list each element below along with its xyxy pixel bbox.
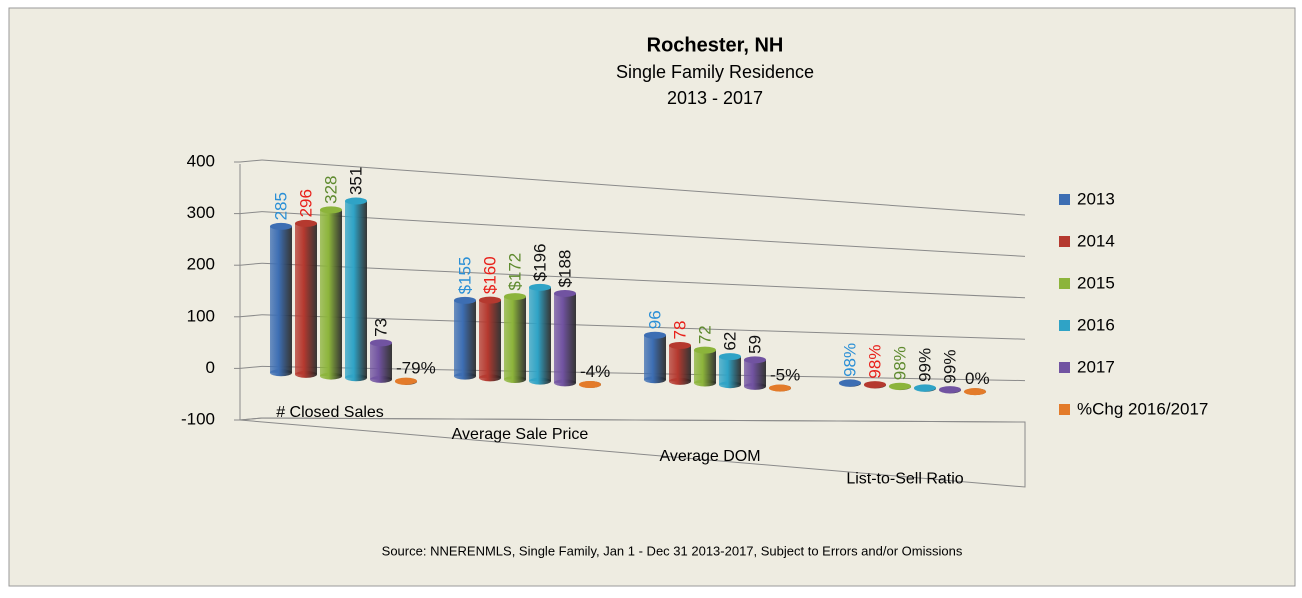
data-label: 78 xyxy=(670,321,689,340)
legend-label: 2017 xyxy=(1077,357,1115,376)
legend-label: 2016 xyxy=(1077,315,1115,334)
bar xyxy=(864,381,886,388)
bar xyxy=(744,356,766,390)
legend-label: 2015 xyxy=(1077,273,1115,292)
bar xyxy=(914,384,936,391)
bar xyxy=(579,381,601,388)
bar xyxy=(395,378,417,385)
x-tick-label: # Closed Sales xyxy=(276,404,384,421)
data-label: -5% xyxy=(770,366,800,385)
bar xyxy=(504,293,526,383)
data-label: 59 xyxy=(745,335,764,354)
bar xyxy=(529,284,551,385)
chart-subtitle: Single Family Residence xyxy=(616,62,814,82)
data-label: -79% xyxy=(396,359,436,378)
data-label: $160 xyxy=(480,256,499,294)
x-tick-label: List-to-Sell Ratio xyxy=(846,470,963,487)
y-tick-label: 200 xyxy=(187,255,215,274)
data-label: 98% xyxy=(890,346,909,380)
legend-swatch xyxy=(1059,278,1070,289)
source-note: Source: NNERENMLS, Single Family, Jan 1 … xyxy=(382,543,963,558)
legend-swatch xyxy=(1059,404,1070,415)
bar xyxy=(839,379,861,386)
data-label: 96 xyxy=(645,310,664,329)
legend-label: 2014 xyxy=(1077,231,1115,250)
bar xyxy=(644,332,666,383)
legend-swatch xyxy=(1059,236,1070,247)
legend-swatch xyxy=(1059,320,1070,331)
x-tick-label: Average DOM xyxy=(659,448,760,465)
data-label: 99% xyxy=(915,348,934,382)
bar xyxy=(295,220,317,378)
y-tick-label: 400 xyxy=(187,151,215,170)
bar xyxy=(939,386,961,393)
bar xyxy=(964,388,986,395)
data-label: 351 xyxy=(346,167,365,195)
data-label: $155 xyxy=(455,257,474,295)
data-label: -4% xyxy=(580,362,610,381)
y-tick-label: 100 xyxy=(187,306,215,325)
data-label: $196 xyxy=(530,243,549,281)
bar xyxy=(769,385,791,392)
legend-swatch xyxy=(1059,362,1070,373)
y-tick-label: 300 xyxy=(187,203,215,222)
bar xyxy=(479,297,501,382)
data-label: 0% xyxy=(965,369,990,388)
data-label: 72 xyxy=(695,325,714,344)
y-tick-label: -100 xyxy=(181,409,215,428)
bar xyxy=(345,198,367,382)
bar xyxy=(320,206,342,379)
data-label: 98% xyxy=(840,343,859,377)
bar xyxy=(370,339,392,383)
chart-subtitle: 2013 - 2017 xyxy=(667,88,763,108)
bar xyxy=(889,383,911,390)
data-label: 328 xyxy=(321,175,340,203)
data-label: 99% xyxy=(940,350,959,384)
bar xyxy=(270,223,292,376)
chart-title: Rochester, NH xyxy=(647,34,784,56)
bar xyxy=(454,297,476,380)
bar xyxy=(719,353,741,388)
bar xyxy=(669,342,691,385)
bar xyxy=(554,290,576,386)
data-label: 62 xyxy=(720,332,739,351)
data-label: 98% xyxy=(865,345,884,379)
data-label: $172 xyxy=(505,253,524,291)
data-label: 296 xyxy=(296,189,315,217)
data-label: $188 xyxy=(555,250,574,288)
chart-frame xyxy=(9,8,1295,586)
legend-swatch xyxy=(1059,194,1070,205)
data-label: 73 xyxy=(371,318,390,337)
y-tick-label: 0 xyxy=(206,358,215,377)
data-label: 285 xyxy=(271,192,290,220)
legend-label: 2013 xyxy=(1077,189,1115,208)
bar xyxy=(694,347,716,387)
legend-label: %Chg 2016/2017 xyxy=(1077,399,1208,418)
x-tick-label: Average Sale Price xyxy=(452,426,589,443)
